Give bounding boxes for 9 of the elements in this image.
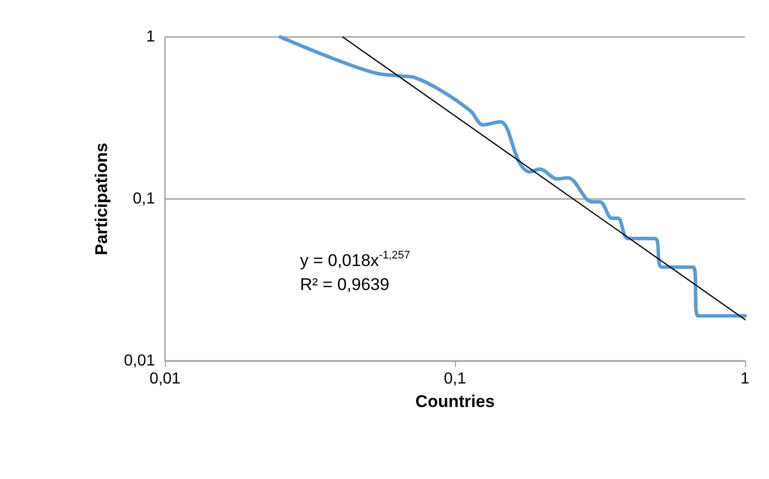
annotation: R² = 0,9639	[300, 275, 390, 294]
x-tick-label: 0,1	[444, 370, 466, 388]
y-tick-label: 0,1	[132, 190, 156, 208]
x-tick-label: 1	[740, 370, 750, 388]
y-tick-label: 0,01	[124, 352, 156, 370]
y-axis-title: Participations	[92, 142, 111, 256]
x-tick-label: 0,01	[149, 370, 181, 388]
y-tick-label: 1	[146, 28, 156, 46]
x-axis-title: Countries	[415, 392, 495, 411]
